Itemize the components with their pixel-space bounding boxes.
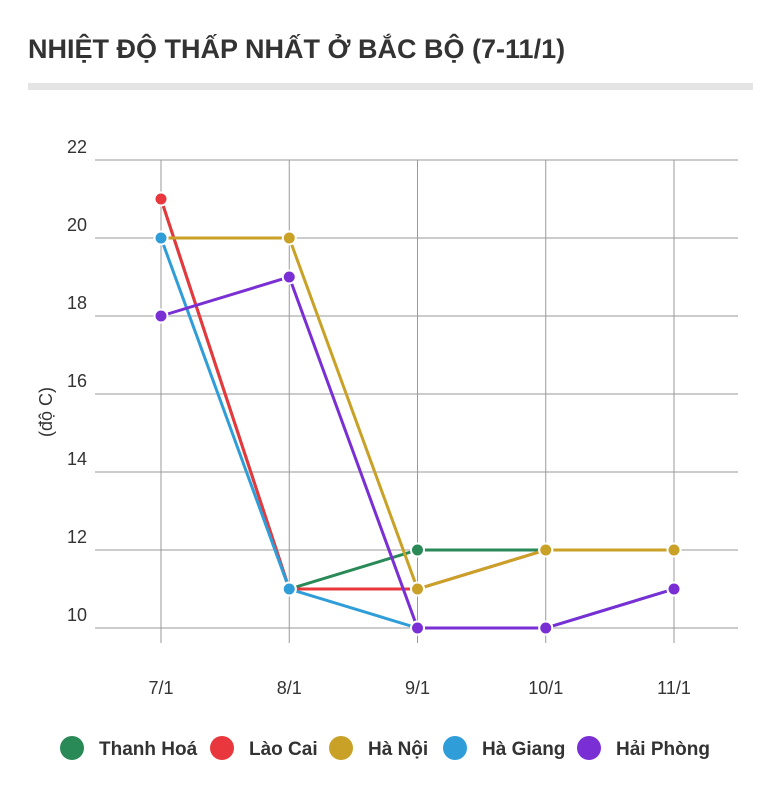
legend-label: Hà Nội — [368, 739, 428, 760]
legend-swatch — [577, 736, 601, 760]
legend-label: Thanh Hoá — [99, 739, 198, 760]
data-point — [281, 581, 297, 597]
y-tick-label: 12 — [67, 527, 87, 547]
y-tick-label: 16 — [67, 371, 87, 391]
y-tick-label: 10 — [67, 605, 87, 625]
y-tick-label: 20 — [67, 215, 87, 235]
legend-swatch — [210, 736, 234, 760]
data-point — [410, 542, 425, 558]
data-point — [153, 191, 169, 207]
data-point — [410, 581, 425, 597]
y-axis-label: (độ C) — [36, 387, 56, 437]
x-tick-label: 9/1 — [405, 678, 430, 698]
x-tick-label: 11/1 — [657, 678, 691, 698]
y-tick-label: 14 — [67, 449, 87, 469]
title-rule — [28, 83, 753, 90]
legend-swatch — [329, 736, 353, 760]
data-point — [281, 230, 297, 246]
data-point — [153, 308, 169, 324]
y-tick-label: 22 — [67, 137, 87, 157]
data-point — [538, 542, 554, 558]
y-tick-label: 18 — [67, 293, 87, 313]
data-point — [281, 269, 297, 285]
legend-swatch — [60, 736, 84, 760]
legend-label: Lào Cai — [249, 739, 318, 760]
data-point — [666, 581, 682, 597]
x-tick-label: 7/1 — [148, 678, 173, 698]
data-point — [538, 620, 554, 636]
data-point — [410, 620, 425, 636]
data-point — [666, 542, 682, 558]
x-tick-label: 10/1 — [528, 678, 563, 698]
legend-label: Hà Giang — [482, 739, 565, 760]
chart-title: NHIỆT ĐỘ THẤP NHẤT Ở BẮC BỘ (7-11/1) — [28, 32, 565, 64]
x-tick-label: 8/1 — [277, 678, 302, 698]
legend-swatch — [443, 736, 467, 760]
data-point — [153, 230, 169, 246]
legend-label: Hải Phòng — [616, 739, 710, 760]
